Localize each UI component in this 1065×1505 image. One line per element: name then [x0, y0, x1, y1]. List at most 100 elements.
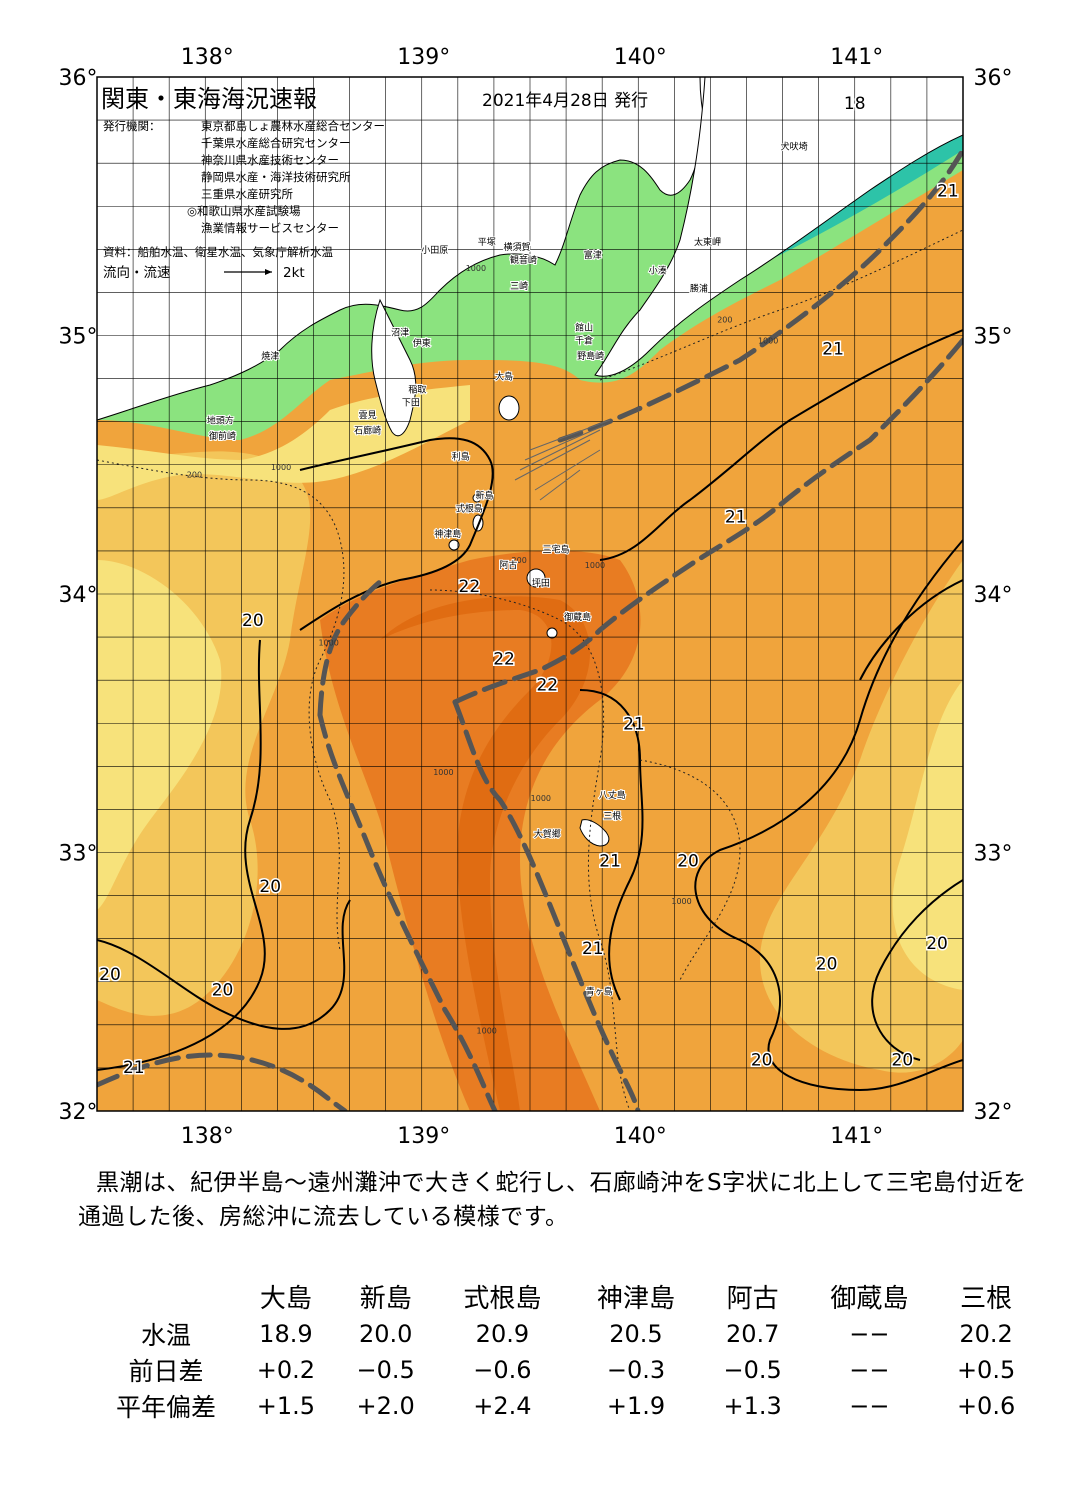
- station-header-row: 大島 新島 式根島 神津島 阿古 御蔵島 三根: [96, 1276, 1036, 1316]
- coastal-water-20: [97, 385, 470, 500]
- isotherm-label: 21: [725, 507, 747, 527]
- place-label: 地頭方: [207, 414, 234, 426]
- isotherm-20-southwest: [97, 899, 351, 1030]
- place-label: 御蔵島: [564, 611, 591, 623]
- place-label: 勝浦: [690, 283, 708, 295]
- depth-contour-label: 1000: [477, 1026, 497, 1035]
- lon-label-top: 139°: [397, 45, 450, 70]
- place-label: 横須賀: [504, 241, 531, 253]
- table-cell: 20.5: [609, 1320, 663, 1348]
- place-label: 三宅島: [542, 544, 569, 556]
- isotherm-label: 18: [844, 94, 866, 114]
- publisher-name: 神奈川県水産技術センター: [201, 153, 339, 167]
- isotherm-label: 20: [816, 955, 838, 975]
- isotherm-label: 20: [751, 1050, 773, 1070]
- map-header: 関東・東海海況速報 2021年4月28日 発行 発行機関： 東京都島しょ農林水産…: [101, 85, 648, 281]
- place-label: 大賀郷: [534, 828, 561, 840]
- lat-label-left: 36°: [59, 66, 98, 91]
- depth-contour-label: 200: [512, 556, 527, 565]
- lat-label-left: 32°: [59, 1100, 98, 1125]
- place-label: 千倉: [575, 334, 593, 346]
- publisher-name: 三重県水産研究所: [201, 187, 293, 201]
- lat-label-left: 34°: [59, 583, 98, 608]
- depth-contours: [97, 229, 963, 1111]
- table-row: 水温 18.9 20.0 20.9 20.5 20.7 −− 20.2: [96, 1316, 1036, 1352]
- table-cell: −−: [849, 1392, 890, 1420]
- isotherm-lines: [97, 329, 963, 1092]
- station-name: 御蔵島: [830, 1283, 909, 1314]
- boso-peninsula: [594, 77, 963, 377]
- table-cell: 20.2: [959, 1320, 1013, 1348]
- place-label: 新島: [476, 489, 494, 501]
- izu-peninsula: [371, 298, 417, 437]
- issue-date: 2021年4月28日 発行: [482, 91, 648, 111]
- place-label: 八丈島: [599, 789, 626, 801]
- sea-temperature-map: 138° 138° 139° 139° 140° 140° 141° 141° 36° 36° 35…: [59, 45, 1013, 1149]
- map-title: 関東・東海海況速報: [101, 85, 317, 113]
- lat-label-right: 36°: [974, 66, 1013, 91]
- table-cell: 20.7: [725, 1320, 780, 1348]
- axis-labels: 138° 138° 139° 139° 140° 140° 141° 141° 36° 36° 35…: [59, 45, 1013, 1149]
- data-source: 資料：船舶水温、衛星水温、気象庁解析水温: [103, 245, 333, 259]
- place-label: 焼津: [261, 351, 279, 362]
- depth-contour-label: 1000: [531, 794, 551, 803]
- place-label: 雲見: [359, 410, 377, 421]
- isotherm-label: 22: [459, 577, 481, 597]
- isotherm-label: 21: [582, 939, 604, 959]
- place-label: 式根島: [456, 502, 483, 514]
- publisher-name: 漁業情報サービスセンター: [201, 221, 339, 235]
- place-label: 沼津: [391, 328, 409, 339]
- place-label: 石廊崎: [354, 425, 381, 437]
- lat-label-right: 32°: [974, 1100, 1013, 1125]
- table-row: 平年偏差 +1.5 +2.0 +2.4 +1.9 +1.3 −− +0.6: [96, 1388, 1036, 1424]
- place-label: 阿古: [499, 559, 517, 571]
- place-label: 三根: [603, 810, 621, 822]
- lat-label-left: 33°: [59, 842, 98, 867]
- place-label: 三崎: [510, 280, 528, 292]
- table-cell: −0.5: [356, 1356, 415, 1384]
- place-label: 下田: [402, 397, 420, 408]
- isotherm-label: 21: [623, 714, 645, 734]
- depth-contour-label: 200: [717, 316, 732, 325]
- isotherm-label: 20: [212, 981, 234, 1001]
- kuroshio-main-west-arc: [317, 575, 388, 718]
- contour-labels: 200 1000 1000 1000 1000 1000 1000 1000 1000 200 10…: [187, 264, 779, 1036]
- table-cell: −−: [849, 1320, 890, 1348]
- place-label: 野島崎: [577, 350, 604, 362]
- kuroshio-izu-branch: [452, 699, 641, 1111]
- table-cell: +1.9: [606, 1392, 666, 1420]
- publisher-name: 静岡県水産・海洋技術研究所: [201, 170, 351, 184]
- table-cell: +2.0: [356, 1392, 415, 1420]
- place-label: 稲取: [408, 383, 426, 395]
- table-cell: −−: [849, 1356, 890, 1384]
- isotherm-21-kuroshio-north: [599, 329, 963, 561]
- isotherm-21-north: [299, 437, 494, 631]
- place-label: 御前崎: [209, 430, 236, 442]
- station-name: 大島: [259, 1283, 312, 1314]
- depth-contour-label: 1000: [466, 264, 486, 273]
- kuroshio-main-axis: [452, 337, 963, 705]
- depth-contour-label: 1000: [433, 768, 453, 777]
- station-name: 神津島: [596, 1283, 675, 1314]
- station-name: 式根島: [463, 1283, 542, 1314]
- depth-contour-label: 1000: [271, 463, 291, 472]
- oshima-island: [498, 395, 520, 421]
- isotherm-label: 21: [599, 851, 621, 871]
- station-name: 三根: [960, 1283, 1013, 1314]
- depth-contour-label: 1000: [671, 897, 691, 906]
- place-label: 神津島: [434, 528, 461, 540]
- water-zone-20-yellow-west: [97, 560, 222, 910]
- station-name: 阿古: [726, 1283, 779, 1314]
- isotherm-20-5-east: [859, 579, 963, 681]
- place-label: 大島: [495, 370, 513, 382]
- kuroshio-axis: [97, 147, 963, 1111]
- lon-label-bottom: 141°: [830, 1124, 883, 1149]
- row-label: 平年偏差: [115, 1393, 216, 1422]
- corner-cell: [96, 1276, 236, 1316]
- place-label: 伊東: [413, 337, 431, 349]
- isotherm-label: 20: [926, 934, 948, 954]
- isotherm-label: 21: [937, 182, 959, 202]
- isotherm-20-west: [97, 639, 266, 1071]
- flow-legend-label: 流向・流速: [103, 265, 171, 281]
